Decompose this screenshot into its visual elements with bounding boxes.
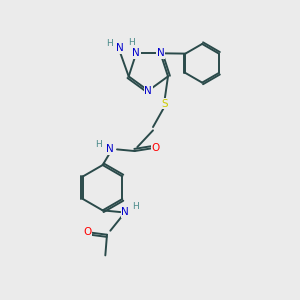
Text: H: H: [132, 202, 139, 211]
Text: N: N: [116, 43, 124, 53]
Text: N: N: [145, 86, 152, 96]
Text: N: N: [106, 144, 114, 154]
Text: H: H: [106, 39, 113, 48]
Text: N: N: [157, 48, 164, 58]
Text: H: H: [95, 140, 102, 149]
Text: H: H: [128, 38, 134, 47]
Text: N: N: [122, 207, 129, 217]
Text: O: O: [151, 143, 159, 153]
Text: O: O: [83, 227, 92, 237]
Text: S: S: [161, 99, 168, 109]
Text: N: N: [132, 48, 140, 58]
